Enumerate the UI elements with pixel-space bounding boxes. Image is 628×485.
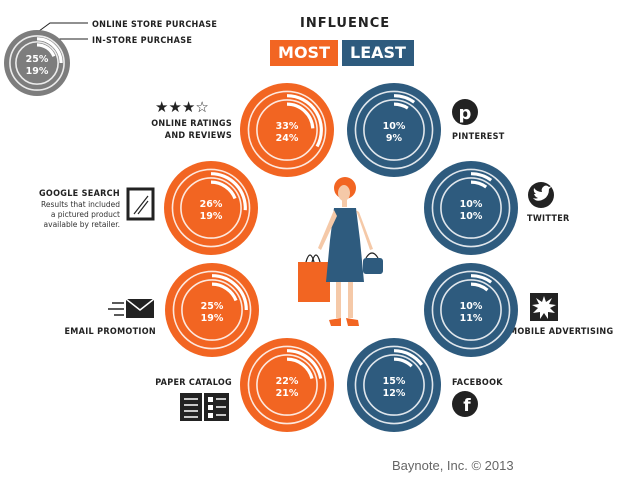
instore-value: 19% (200, 211, 223, 222)
instore-value: 12% (383, 388, 406, 399)
instore-arc (286, 102, 315, 129)
label-paper-catalog: PAPER CATALOG (155, 378, 232, 388)
instore-value: 24% (276, 133, 299, 144)
label-facebook: FACEBOOK (452, 378, 503, 388)
most-tag: MOST (270, 40, 338, 66)
copyright-credit: Baynote, Inc. © 2013 (392, 458, 514, 473)
starburst-icon (530, 293, 558, 321)
google-search-note: Results that included a pictured product a… (40, 200, 120, 229)
online-value: 15% (383, 376, 406, 387)
label-twitter: TWITTER (527, 214, 570, 224)
legend-online-label: ONLINE STORE PURCHASE (92, 20, 218, 30)
ring-facebook: 15%12% (347, 338, 441, 432)
page-title: INFLUENCE (300, 16, 391, 31)
online-arc (210, 172, 247, 211)
online-arc (393, 94, 416, 104)
facebook-icon: f (452, 391, 478, 417)
online-arc (286, 349, 323, 379)
stars-icon: ★★★☆ (155, 98, 209, 116)
instore-arc (470, 282, 489, 292)
instore-arc (470, 180, 488, 189)
legend-ring: 25%19% (4, 30, 70, 96)
svg-text:★★★☆: ★★★☆ (155, 98, 209, 116)
ring-mobile-advertising: 10%11% (424, 263, 518, 357)
online-arc (36, 37, 63, 64)
instore-value: 11% (460, 313, 483, 324)
ring-email-promotion: 25%19% (165, 263, 259, 357)
online-value: 10% (460, 301, 483, 312)
label-mobile-advertising: MOBILE ADVERTISING (509, 327, 614, 337)
instore-arc (286, 357, 314, 380)
svg-text:p: p (459, 103, 472, 124)
online-value: 33% (276, 121, 299, 132)
online-value: 10% (460, 199, 483, 210)
label-google-search: GOOGLE SEARCH (38, 189, 120, 199)
ring-google-search: 26%19% (164, 161, 258, 255)
pinterest-icon: p (452, 99, 478, 125)
twitter-icon (528, 182, 554, 208)
online-arc (470, 274, 493, 284)
online-arc (470, 172, 493, 182)
instore-arc (210, 180, 237, 200)
online-value: 26% (200, 199, 223, 210)
instore-value: 19% (26, 66, 49, 77)
instore-value: 21% (276, 388, 299, 399)
svg-text:f: f (463, 396, 471, 416)
instore-arc (393, 102, 409, 110)
ring-paper-catalog: 22%21% (240, 338, 334, 432)
picture-frame-icon (126, 187, 155, 221)
online-arc (286, 94, 323, 148)
legend-instore-label: IN-STORE PURCHASE (92, 36, 193, 46)
catalog-icon (180, 393, 229, 421)
least-tag: LEAST (342, 40, 414, 66)
instore-arc (211, 282, 238, 302)
donut-rings: 33%24%26%19%25%19%22%21%10%9%10%10%10%11… (4, 30, 518, 432)
online-value: 25% (201, 301, 224, 312)
label-online-ratings: ONLINE RATINGS AND REVIEWS (151, 119, 232, 141)
envelope-icon (108, 298, 155, 318)
instore-value: 9% (386, 133, 403, 144)
online-value: 25% (26, 54, 49, 65)
online-arc (393, 349, 424, 366)
online-value: 10% (383, 121, 406, 132)
shopper-figure (298, 177, 383, 326)
instore-value: 19% (201, 313, 224, 324)
ring-online-ratings: 33%24% (240, 83, 334, 177)
instore-arc (36, 43, 56, 58)
online-arc (211, 274, 248, 311)
instore-value: 10% (460, 211, 483, 222)
instore-arc (393, 357, 413, 368)
label-email-promotion: EMAIL PROMOTION (64, 327, 156, 337)
ring-twitter: 10%10% (424, 161, 518, 255)
ring-pinterest: 10%9% (347, 83, 441, 177)
label-pinterest: PINTEREST (452, 132, 505, 142)
online-value: 22% (276, 376, 299, 387)
